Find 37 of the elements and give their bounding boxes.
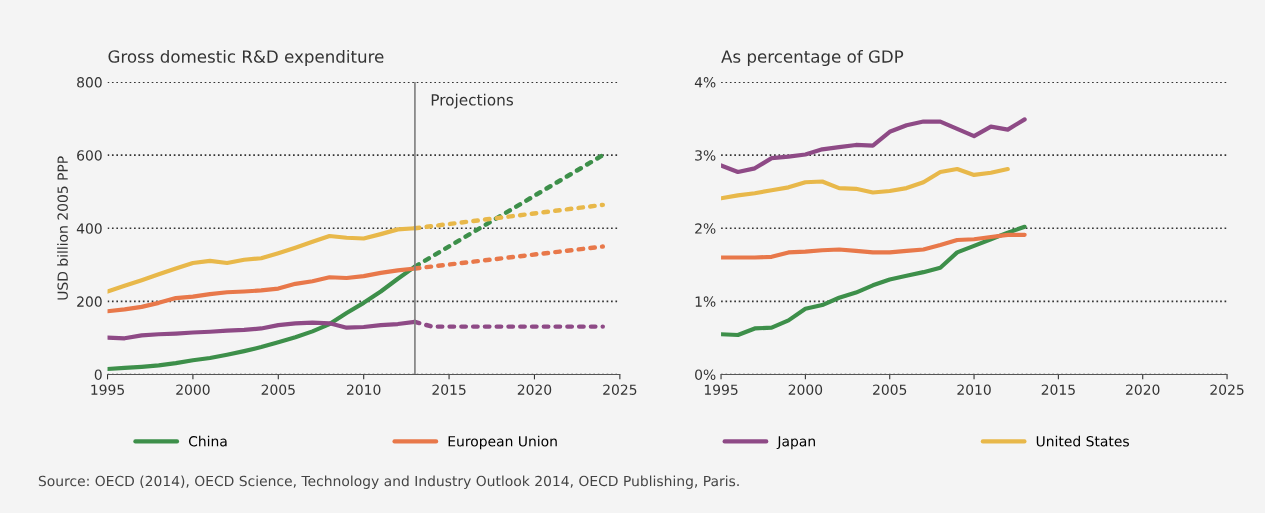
x-tick-label: 2000 [788,384,823,395]
y-tick-label: 2% [695,223,716,234]
y-tick-label: 800 [77,77,102,88]
x-tick-label: 2025 [1210,384,1244,395]
x-tick-label: 2010 [957,384,991,395]
y-tick-label: 600 [77,150,102,161]
x-tick-label: 2015 [432,384,466,395]
x-tick-label: 1995 [91,384,124,395]
y-tick-label: 400 [76,223,102,234]
line-series [721,224,1027,338]
legend-label: United States [1036,435,1129,447]
x-tick-label: 2025 [603,384,637,395]
line-series [721,117,1027,175]
legend-label: European Union [448,435,557,450]
line-series [721,166,1010,201]
x-tick-label: 2000 [176,384,210,395]
y-tick-label: 0% [695,369,716,380]
source-note: Source: OECD (2014), OECD Science, Technology and Industry Outlook 2014, OECD Publishing, Paris. [38,475,739,489]
x-tick-label: 2020 [1126,384,1160,395]
x-tick-label: 2005 [261,384,295,395]
x-tick-label: 2015 [1041,384,1075,395]
line-series [721,232,1027,260]
y-tick-label: 200 [77,296,102,307]
y-tick-label: 1% [695,296,716,307]
x-tick-label: 2005 [873,384,907,395]
x-tick-label: 2010 [347,384,381,395]
legend-label: Japan [776,436,815,450]
x-tick-label: 2020 [517,384,552,395]
chart-title: As percentage of GDP [721,49,904,67]
y-tick-label: 4% [694,77,716,88]
ref-line-label: Projections [431,93,514,109]
chart-title: Gross domestic R&D expenditure [108,49,384,67]
y-tick-label: 3% [695,150,716,161]
y-axis-title: USD billion 2005 PPP [57,156,68,300]
y-tick-label: 0 [94,369,102,380]
x-tick-label: 1995 [704,384,738,395]
legend-label: China [188,435,227,447]
